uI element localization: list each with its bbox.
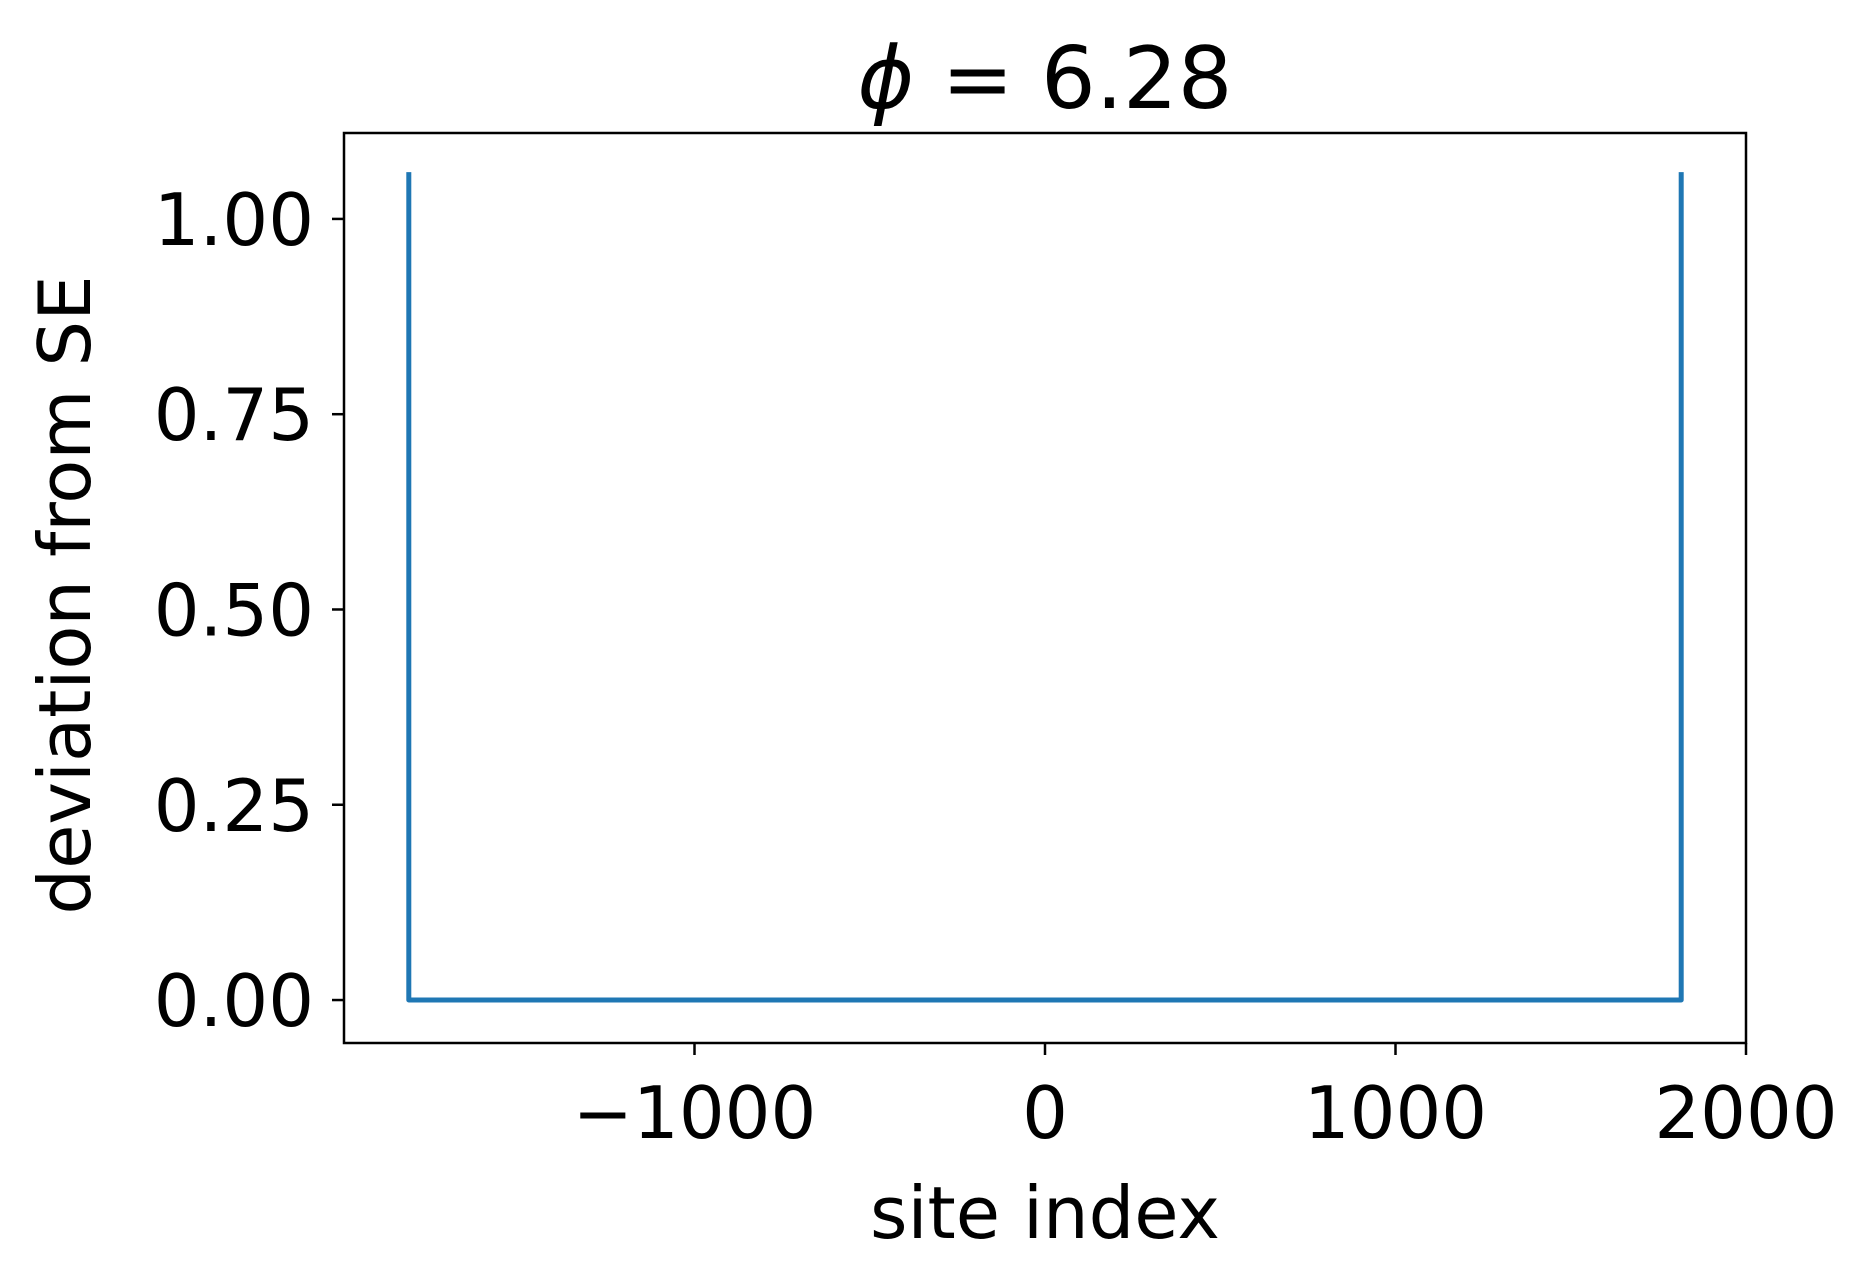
x-tick-label: 2000 bbox=[1654, 1071, 1837, 1155]
plot-frame bbox=[342, 131, 1748, 1045]
title-value: = 6.28 bbox=[914, 29, 1232, 129]
chart-title: ϕ = 6.28 bbox=[858, 29, 1233, 129]
y-tick-label: 0.75 bbox=[154, 373, 314, 457]
plot-area: −1000 0 1000 2000 0.00 0.25 0.50 0.75 1.00 bbox=[154, 131, 1838, 1155]
x-tick-label: −1000 bbox=[573, 1071, 817, 1155]
y-tick-label: 0.50 bbox=[154, 568, 314, 652]
y-tick-label: 0.00 bbox=[154, 959, 314, 1043]
x-axis-label: site index bbox=[870, 1171, 1220, 1255]
y-tick-label: 1.00 bbox=[154, 178, 314, 262]
y-axis-label: deviation from SE bbox=[23, 275, 107, 914]
x-tick-label: 1000 bbox=[1304, 1071, 1487, 1155]
title-symbol: ϕ bbox=[858, 29, 915, 129]
x-tick-label: 0 bbox=[1022, 1071, 1068, 1155]
y-tick-label: 0.25 bbox=[154, 764, 314, 848]
series-line-deviation bbox=[406, 172, 1684, 1003]
